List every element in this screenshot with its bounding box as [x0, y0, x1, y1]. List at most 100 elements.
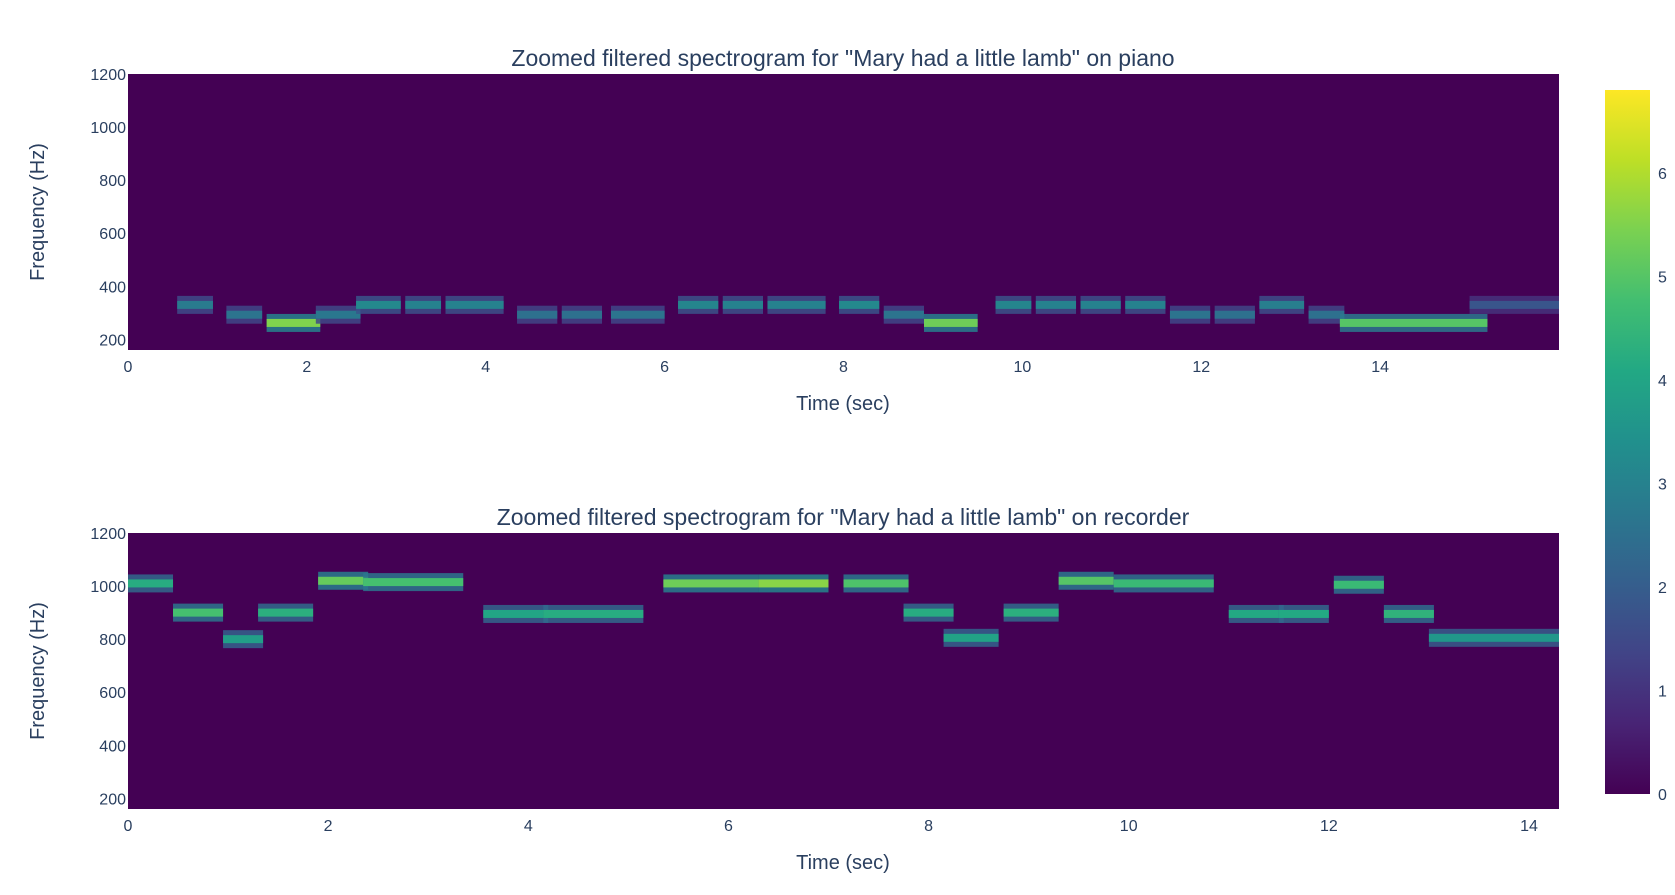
piano-note-mark [767, 300, 826, 309]
piano-x-tick-label: 6 [660, 359, 669, 376]
piano-note-mark [1214, 310, 1255, 319]
recorder-y-tick-label: 400 [99, 738, 126, 755]
recorder-note-mark [1428, 633, 1559, 642]
colorbar-tick-label: 0 [1658, 787, 1667, 804]
piano-chart-title: Zoomed filtered spectrogram for "Mary ha… [511, 45, 1174, 71]
recorder-chart-title: Zoomed filtered spectrogram for "Mary ha… [497, 504, 1190, 530]
colorbar-tick-label: 5 [1658, 269, 1667, 286]
recorder-y-axis-label: Frequency (Hz) [27, 602, 49, 740]
colorbar-gradient [1605, 90, 1650, 794]
recorder-note-marks [128, 571, 1559, 649]
colorbar: 0 1 2 3 4 5 6 [1605, 90, 1667, 804]
recorder-note-mark [1228, 609, 1284, 618]
piano-y-tick-label: 400 [99, 279, 126, 296]
recorder-note-mark [223, 635, 264, 644]
piano-x-tick-label: 12 [1192, 359, 1210, 376]
recorder-y-tick-label: 1200 [90, 526, 126, 543]
recorder-x-tick-label: 2 [324, 818, 333, 835]
piano-spectrogram: Zoomed filtered spectrogram for "Mary ha… [27, 45, 1559, 415]
piano-note-mark [610, 310, 665, 319]
piano-x-tick-label: 10 [1013, 359, 1031, 376]
colorbar-tick-label: 6 [1658, 166, 1667, 183]
piano-y-tick-label: 1000 [90, 120, 126, 137]
recorder-note-mark [903, 608, 954, 617]
piano-x-tick-label: 2 [302, 359, 311, 376]
colorbar-ticks: 0 1 2 3 4 5 6 [1658, 166, 1667, 804]
recorder-x-tick-label: 12 [1320, 818, 1338, 835]
piano-note-mark [356, 300, 401, 309]
piano-y-tick-label: 600 [99, 226, 126, 243]
piano-note-mark [1080, 300, 1121, 309]
colorbar-tick-label: 4 [1658, 373, 1667, 390]
colorbar-tick-label: 2 [1658, 580, 1667, 597]
recorder-x-ticks: 0 2 4 6 8 10 12 14 [124, 818, 1538, 835]
recorder-note-mark [663, 579, 759, 588]
recorder-x-tick-label: 8 [924, 818, 933, 835]
piano-y-tick-label: 200 [99, 332, 126, 349]
piano-note-mark [315, 310, 361, 319]
recorder-note-mark [758, 579, 829, 588]
piano-note-mark [883, 310, 924, 319]
piano-x-tick-label: 14 [1371, 359, 1389, 376]
piano-note-mark [1125, 300, 1166, 309]
recorder-note-mark [363, 578, 464, 587]
recorder-x-tick-label: 6 [724, 818, 733, 835]
recorder-note-mark [1383, 609, 1434, 618]
piano-note-mark [405, 300, 442, 309]
piano-note-mark [995, 300, 1032, 309]
piano-note-marks [177, 295, 1559, 332]
piano-y-tick-label: 1200 [90, 67, 126, 84]
piano-note-mark [923, 318, 978, 327]
recorder-y-ticks: 200 400 600 800 1000 1200 [90, 526, 126, 808]
piano-note-mark [1339, 318, 1488, 327]
recorder-x-tick-label: 14 [1520, 818, 1538, 835]
piano-note-mark [1035, 300, 1077, 309]
piano-x-axis-label: Time (sec) [796, 393, 890, 415]
piano-note-mark [177, 300, 213, 309]
recorder-spectrogram: Zoomed filtered spectrogram for "Mary ha… [27, 504, 1559, 874]
piano-x-tick-label: 8 [839, 359, 848, 376]
piano-note-mark [1259, 300, 1305, 309]
recorder-x-tick-label: 4 [524, 818, 533, 835]
piano-note-mark [226, 310, 263, 319]
recorder-note-mark [483, 609, 549, 618]
recorder-note-mark [1003, 608, 1059, 617]
piano-note-mark [1469, 300, 1559, 309]
piano-note-mark [678, 300, 719, 309]
recorder-note-mark [318, 576, 369, 585]
recorder-note-mark [128, 579, 174, 588]
recorder-note-mark [843, 579, 909, 588]
recorder-x-axis-label: Time (sec) [796, 852, 890, 874]
piano-y-axis-label: Frequency (Hz) [27, 143, 49, 281]
recorder-note-mark [543, 609, 644, 618]
piano-y-tick-label: 800 [99, 173, 126, 190]
recorder-y-tick-label: 600 [99, 685, 126, 702]
piano-x-ticks: 0 2 4 6 8 10 12 14 [124, 359, 1390, 376]
recorder-note-mark [1278, 609, 1329, 618]
recorder-note-mark [258, 608, 314, 617]
piano-y-ticks: 200 400 600 800 1000 1200 [90, 67, 126, 349]
recorder-y-tick-label: 1000 [90, 579, 126, 596]
piano-x-tick-label: 0 [124, 359, 133, 376]
piano-note-mark [1169, 310, 1211, 319]
piano-note-mark [517, 310, 558, 319]
colorbar-tick-label: 1 [1658, 683, 1667, 700]
piano-note-mark [839, 300, 880, 309]
recorder-y-tick-label: 800 [99, 632, 126, 649]
piano-note-mark [1308, 310, 1345, 319]
piano-note-mark [561, 310, 603, 319]
recorder-note-mark [1113, 579, 1214, 588]
recorder-note-mark [1333, 580, 1384, 589]
recorder-x-tick-label: 10 [1120, 818, 1138, 835]
piano-note-mark [722, 300, 764, 309]
piano-x-tick-label: 4 [481, 359, 490, 376]
piano-note-mark [445, 300, 504, 309]
recorder-y-tick-label: 200 [99, 791, 126, 808]
recorder-note-mark [173, 608, 224, 617]
recorder-x-tick-label: 0 [124, 818, 133, 835]
piano-note-mark [266, 318, 321, 327]
colorbar-tick-label: 3 [1658, 476, 1667, 493]
recorder-note-mark [943, 633, 999, 642]
recorder-note-mark [1058, 576, 1114, 585]
